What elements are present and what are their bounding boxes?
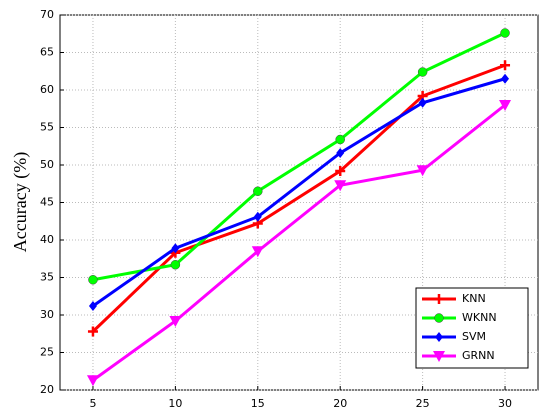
marker bbox=[434, 294, 444, 304]
legend-label: SVM bbox=[462, 330, 486, 343]
marker bbox=[334, 180, 347, 192]
y-tick-label: 45 bbox=[40, 196, 54, 209]
marker bbox=[171, 243, 180, 254]
marker bbox=[433, 351, 445, 362]
y-tick-label: 40 bbox=[40, 233, 54, 246]
marker bbox=[170, 260, 181, 270]
marker bbox=[435, 332, 443, 342]
marker bbox=[169, 316, 182, 327]
x-tick-label: 20 bbox=[333, 397, 347, 410]
series-line bbox=[92, 77, 506, 308]
x-tick-label: 5 bbox=[89, 397, 96, 410]
marker bbox=[416, 165, 429, 177]
legend-label: KNN bbox=[462, 292, 486, 305]
y-tick-label: 35 bbox=[40, 271, 54, 284]
x-tick-label: 25 bbox=[416, 397, 430, 410]
y-tick-label: 70 bbox=[40, 8, 54, 21]
x-tick-label: 30 bbox=[498, 397, 512, 410]
marker bbox=[335, 134, 345, 145]
y-tick-label: 30 bbox=[40, 308, 54, 321]
legend-label: GRNN bbox=[462, 349, 495, 362]
marker bbox=[499, 100, 512, 111]
marker bbox=[88, 275, 98, 285]
marker bbox=[335, 166, 346, 176]
marker bbox=[88, 301, 97, 311]
y-tick-label: 50 bbox=[40, 158, 54, 171]
y-tick-label: 55 bbox=[40, 121, 54, 134]
marker bbox=[500, 28, 510, 38]
marker bbox=[417, 67, 428, 77]
series-line bbox=[92, 103, 506, 382]
y-tick-label: 60 bbox=[40, 83, 54, 96]
y-tick-label: 65 bbox=[40, 46, 54, 59]
y-tick-label: 20 bbox=[40, 383, 54, 396]
marker bbox=[500, 60, 511, 71]
marker bbox=[501, 73, 510, 84]
marker bbox=[251, 246, 264, 258]
series-line bbox=[92, 31, 506, 282]
x-tick-label: 15 bbox=[251, 397, 265, 410]
marker bbox=[253, 211, 262, 222]
marker bbox=[86, 375, 99, 387]
legend-label: WKNN bbox=[462, 311, 497, 324]
marker bbox=[336, 148, 345, 158]
x-tick-label: 10 bbox=[168, 397, 182, 410]
marker bbox=[434, 313, 444, 323]
marker bbox=[418, 97, 427, 108]
marker bbox=[253, 186, 263, 196]
y-axis-label: Accuracy (%) bbox=[10, 152, 31, 252]
y-tick-label: 25 bbox=[40, 346, 54, 359]
marker bbox=[87, 326, 98, 337]
